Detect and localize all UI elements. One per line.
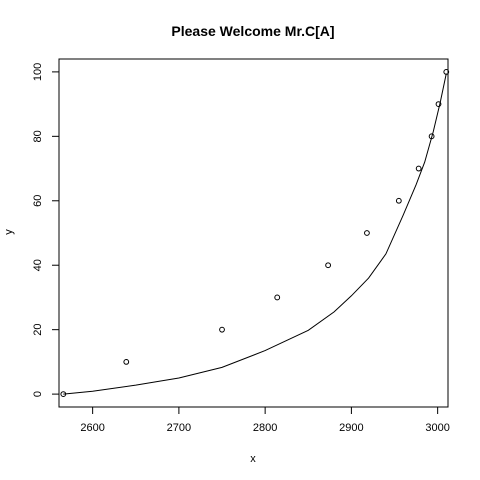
data-point <box>60 391 67 398</box>
chart-title: Please Welcome Mr.C[A] <box>171 23 334 39</box>
data-point <box>219 326 225 333</box>
x-axis-label: x <box>250 453 256 465</box>
plot-series <box>60 68 450 398</box>
x-tick-label: 2600 <box>80 422 104 434</box>
y-tick-label: 40 <box>32 259 44 271</box>
fit-curve <box>63 73 447 395</box>
data-point <box>364 230 370 236</box>
x-axis: 2600 2700 2800 2900 3000 <box>80 406 450 434</box>
y-axis-label: y <box>3 229 15 235</box>
y-tick-label: 80 <box>32 130 44 142</box>
y-tick-label: 60 <box>32 195 44 207</box>
data-point <box>428 133 435 140</box>
y-tick-label: 0 <box>32 391 44 397</box>
data-point <box>395 197 402 204</box>
data-point <box>415 165 422 172</box>
data-point <box>325 262 332 269</box>
data-point <box>123 358 130 365</box>
data-point <box>274 294 281 301</box>
y-tick-label: 20 <box>32 324 44 336</box>
x-tick-label: 2800 <box>253 422 277 434</box>
x-tick-label: 3000 <box>425 422 449 434</box>
x-tick-label: 2700 <box>167 422 191 434</box>
y-axis: 0 20 40 60 80 100 <box>32 63 60 397</box>
x-tick-label: 2900 <box>339 422 363 434</box>
y-tick-label: 100 <box>32 63 44 81</box>
data-point <box>443 68 450 75</box>
data-point <box>435 101 442 108</box>
